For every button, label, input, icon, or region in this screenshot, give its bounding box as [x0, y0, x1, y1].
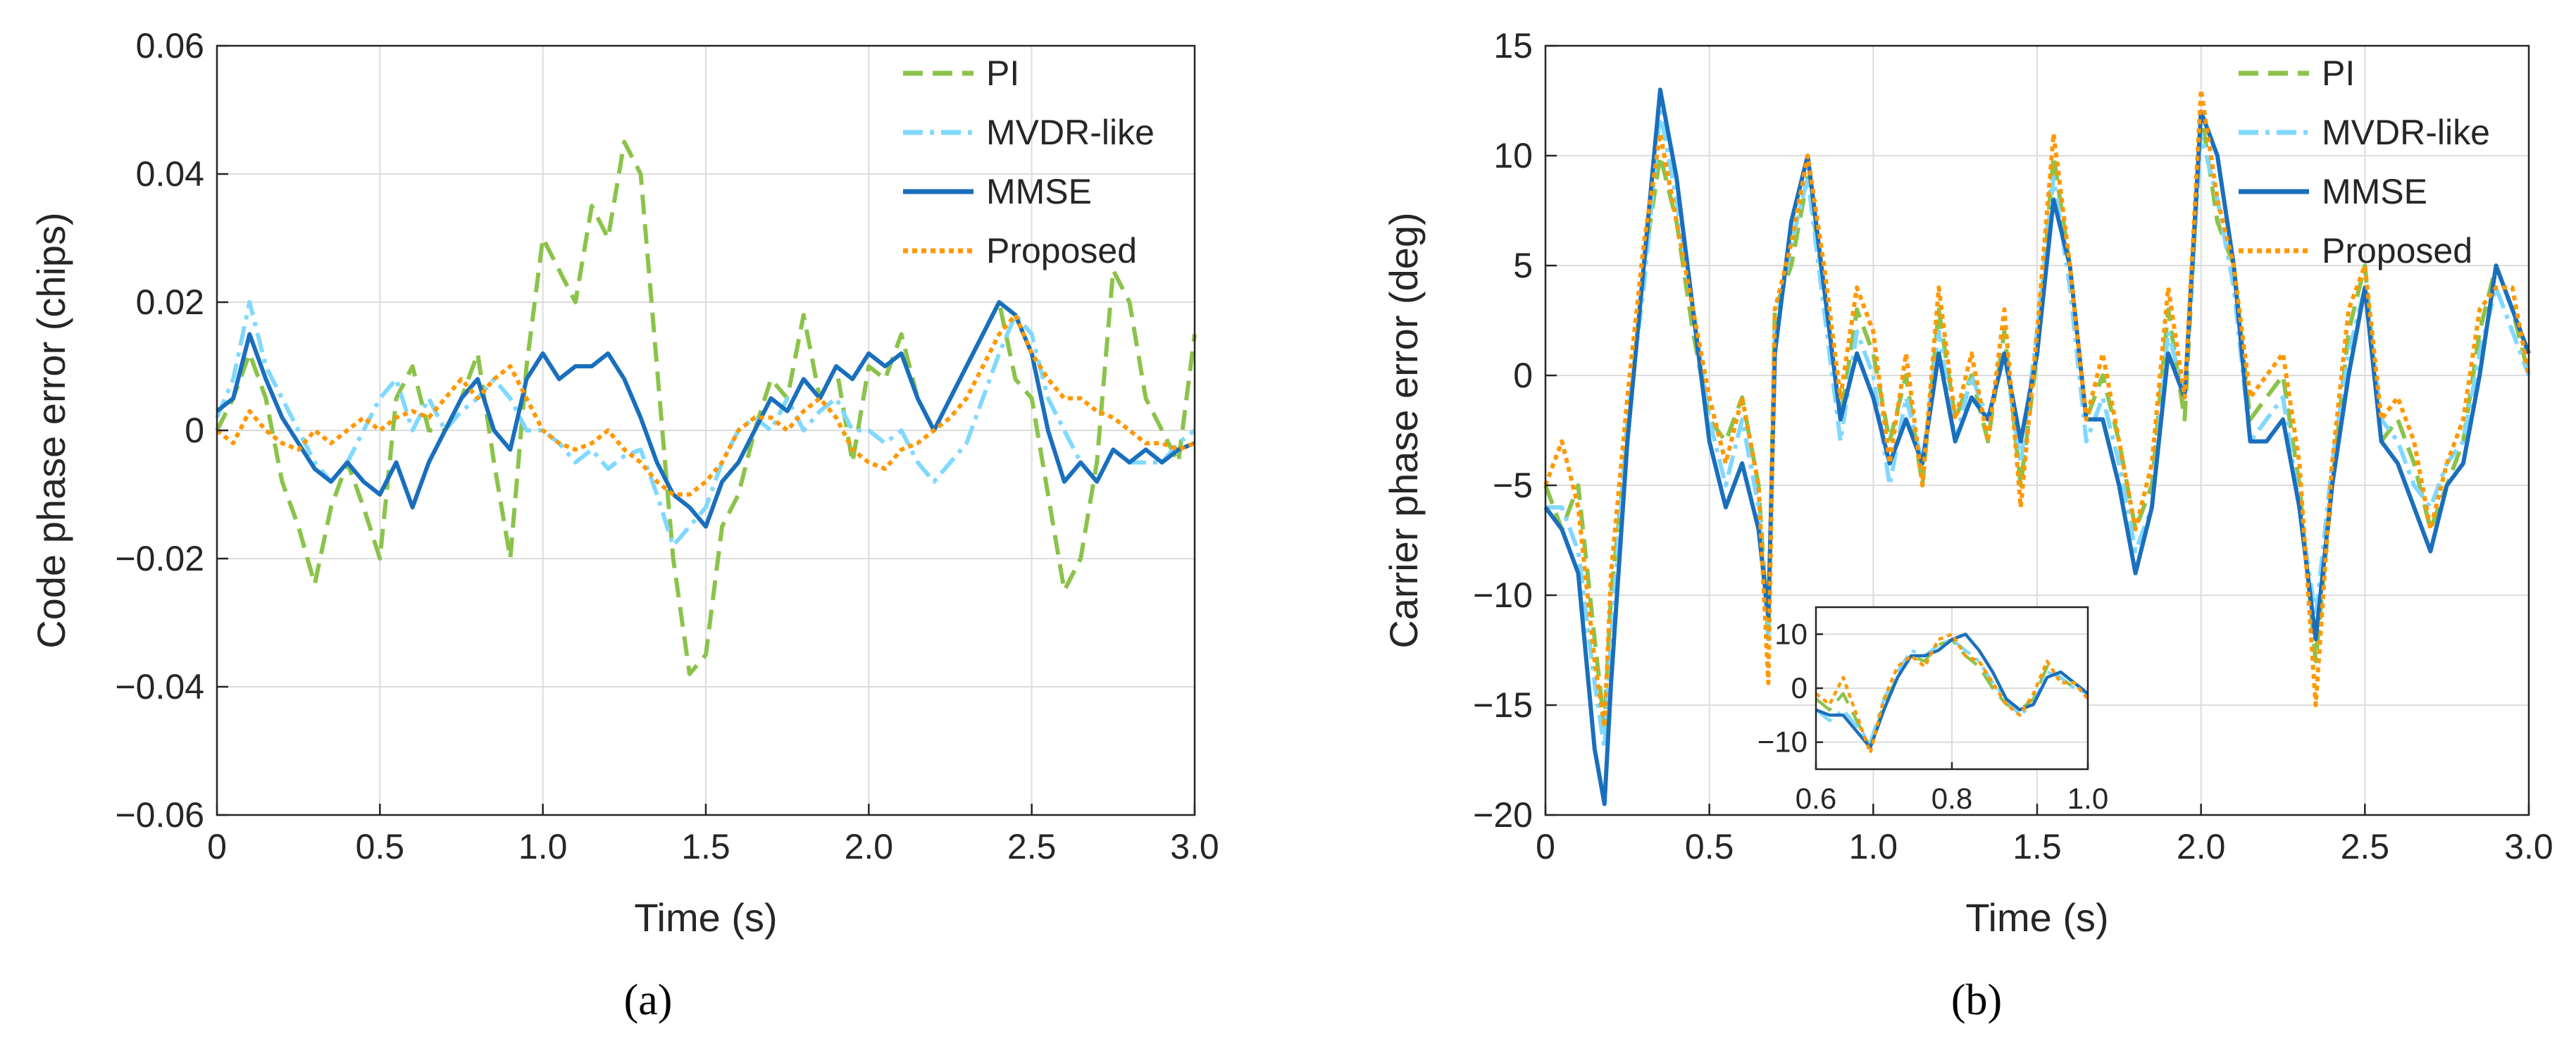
- tick-label-x: 1.5: [681, 827, 730, 866]
- inset-x-ticks: 0.6 0.8 1.0: [1796, 762, 2108, 815]
- tick-label-x: 0.8: [1931, 782, 1972, 815]
- chart-a-legend: PI MVDR-like MMSE Proposed: [903, 54, 1155, 270]
- chart-b-x-ticks: 0 0.5 1.0 1.5 2.0 2.5 3.0: [1536, 804, 2553, 866]
- tick-label-y: 10: [1774, 617, 1807, 650]
- chart-b-caption: (b): [1951, 976, 2002, 1024]
- tick-label-x: 2.5: [1007, 827, 1057, 866]
- tick-label-y: 0.04: [136, 154, 204, 194]
- legend-label: MVDR-like: [986, 113, 1155, 152]
- tick-label-y: 0.06: [136, 26, 204, 66]
- tick-label-x: 2.0: [845, 827, 894, 866]
- tick-label-x: 1.0: [1849, 827, 1898, 866]
- chart-a-x-ticks: 0 0.5 1.0 1.5 2.0 2.5 3.0: [207, 804, 1219, 866]
- chart-a-caption: (a): [624, 976, 673, 1024]
- series-line-mmse: [216, 300, 1196, 529]
- legend-label: PI: [2322, 54, 2355, 93]
- inset-series: [1815, 633, 2089, 755]
- legend-label: Proposed: [986, 231, 1137, 270]
- series-line-pi: [215, 139, 1197, 676]
- tick-label-x: 0.6: [1796, 782, 1836, 815]
- series-line-proposed: [1815, 633, 2089, 755]
- tick-label-x: 0: [207, 827, 227, 866]
- tick-label-y: 0: [185, 411, 204, 450]
- series-line-mvdr-like: [215, 300, 1196, 548]
- tick-label-x: 1.0: [2067, 782, 2108, 815]
- tick-label-y: −5: [1493, 466, 1533, 505]
- tick-label-y: 0.02: [136, 282, 204, 322]
- tick-label-x: 3.0: [1170, 827, 1219, 866]
- tick-label-y: 0: [1513, 356, 1533, 395]
- legend-label: PI: [986, 54, 1019, 93]
- tick-label-y: −10: [1473, 575, 1533, 615]
- tick-label-y: 10: [1493, 136, 1533, 175]
- legend-label: MMSE: [2322, 172, 2427, 211]
- tick-label-y: 5: [1513, 246, 1533, 285]
- series-line-proposed: [1543, 87, 2531, 730]
- tick-label-x: 1.0: [518, 827, 568, 866]
- inset-y-ticks: −10 0 10: [1757, 617, 1823, 759]
- chart-a-y-ticks: −0.06 −0.04 −0.02 0 0.02 0.04 0.06: [115, 26, 228, 835]
- chart-b-series: [1543, 87, 2531, 807]
- tick-label-x: 2.5: [2341, 827, 2390, 866]
- chart-a-series: [215, 139, 1197, 676]
- tick-label-y: −10: [1757, 726, 1807, 759]
- tick-label-y: 0: [1791, 671, 1807, 704]
- chart-a-ylabel: Code phase error (chips): [29, 212, 73, 648]
- chart-b-ylabel: Carrier phase error (deg): [1381, 212, 1426, 648]
- tick-label-y: 15: [1493, 26, 1533, 66]
- series-line-mmse: [1815, 633, 2089, 749]
- tick-label-x: 0.5: [1685, 827, 1734, 866]
- tick-label-y: −0.04: [115, 667, 204, 707]
- tick-label-y: −15: [1473, 685, 1533, 725]
- tick-label-x: 0: [1536, 827, 1555, 866]
- chart-a-xlabel: Time (s): [634, 895, 777, 940]
- chart-b-legend: PI MVDR-like MMSE Proposed: [2239, 54, 2490, 270]
- tick-label-x: 3.0: [2504, 827, 2553, 866]
- tick-label-y: −20: [1473, 795, 1533, 835]
- chart-b-y-ticks: −20 −15 −10 −5 0 5 10 15: [1473, 26, 1557, 835]
- tick-label-x: 1.5: [2012, 827, 2062, 866]
- legend-label: MVDR-like: [2322, 113, 2490, 152]
- tick-label-x: 0.5: [356, 827, 405, 866]
- tick-label-y: −0.06: [115, 795, 204, 835]
- tick-label-y: −0.02: [115, 539, 204, 578]
- legend-label: Proposed: [2322, 231, 2472, 270]
- chart-b-xlabel: Time (s): [1965, 895, 2108, 940]
- series-line-mmse: [1543, 87, 2531, 807]
- legend-label: MMSE: [986, 172, 1092, 211]
- tick-label-x: 2.0: [2177, 827, 2226, 866]
- chart-a: 0 0.5 1.0 1.5 2.0 2.5 3.0 −0.06 −0.04 −0.02 0 0.02…: [29, 26, 1219, 1024]
- chart-b-inset: 0.6 0.8 1.0 −10 0 10: [1757, 606, 2108, 815]
